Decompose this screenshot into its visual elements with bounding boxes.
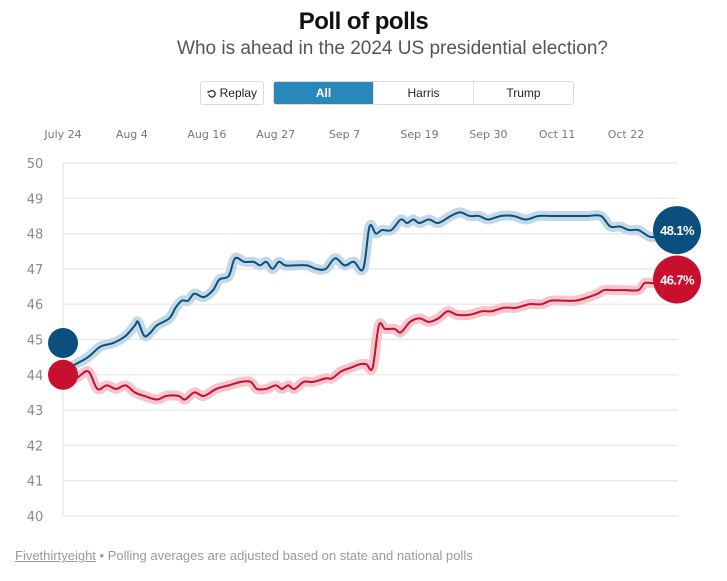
filter-harris-button[interactable]: Harris [374,82,474,104]
replay-icon [207,89,216,98]
harris-end-label: 48.1% [660,223,695,238]
y-tick-label: 48 [27,228,44,243]
y-tick-label: 46 [27,298,44,313]
series-lines [58,207,669,405]
x-tick-label: Oct 11 [539,128,576,141]
x-tick-label: Oct 22 [608,128,645,141]
y-tick-label: 47 [27,263,44,278]
y-tick-label: 49 [27,192,44,207]
x-tick-label: Aug 27 [256,128,295,141]
y-tick-label: 42 [27,439,44,454]
y-tick-label: 40 [27,510,44,525]
series-markers: 48.1% 46.7% [48,206,701,390]
trump-start-marker [48,359,78,390]
chart-controls: Replay All Harris Trump [200,81,574,105]
candidate-filter: All Harris Trump [273,81,574,105]
replay-button[interactable]: Replay [200,81,264,105]
trump-end-marker [653,255,701,304]
chart-subtitle: Who is ahead in the 2024 US presidential… [177,38,608,59]
trump-end-label: 46.7% [660,272,695,287]
x-tick-label: Sep 7 [329,128,360,141]
harris-line [62,211,664,373]
footer-separator: • [99,548,105,563]
footer: Fivethirtyeight • Polling averages are a… [15,548,473,563]
x-axis-ticks: July 24 Aug 4 Aug 16 Aug 27 Sep 7 Sep 19 Sep 3… [43,128,644,141]
y-axis-ticks: 40 41 42 43 44 45 46 47 48 49 50 [27,157,44,525]
filter-trump-button[interactable]: Trump [474,82,573,104]
harris-end-marker [653,206,701,255]
y-tick-label: 43 [27,404,44,419]
trump-line [62,278,664,401]
x-tick-label: Aug 16 [187,128,226,141]
chart-title: Poll of polls [298,8,429,35]
x-tick-label: July 24 [43,128,81,141]
x-tick-label: Sep 19 [400,128,438,141]
y-tick-label: 50 [27,157,44,172]
y-tick-label: 45 [27,334,44,349]
replay-label: Replay [219,86,257,100]
y-tick-label: 44 [27,369,44,384]
footer-note: Polling averages are adjusted based on s… [107,548,473,563]
x-tick-label: Sep 30 [469,128,507,141]
y-tick-label: 41 [27,475,44,490]
filter-all-button[interactable]: All [274,82,374,104]
source-link[interactable]: Fivethirtyeight [15,548,96,563]
harris-band [58,207,669,377]
x-tick-label: Aug 4 [116,128,148,141]
harris-start-marker [48,328,78,359]
